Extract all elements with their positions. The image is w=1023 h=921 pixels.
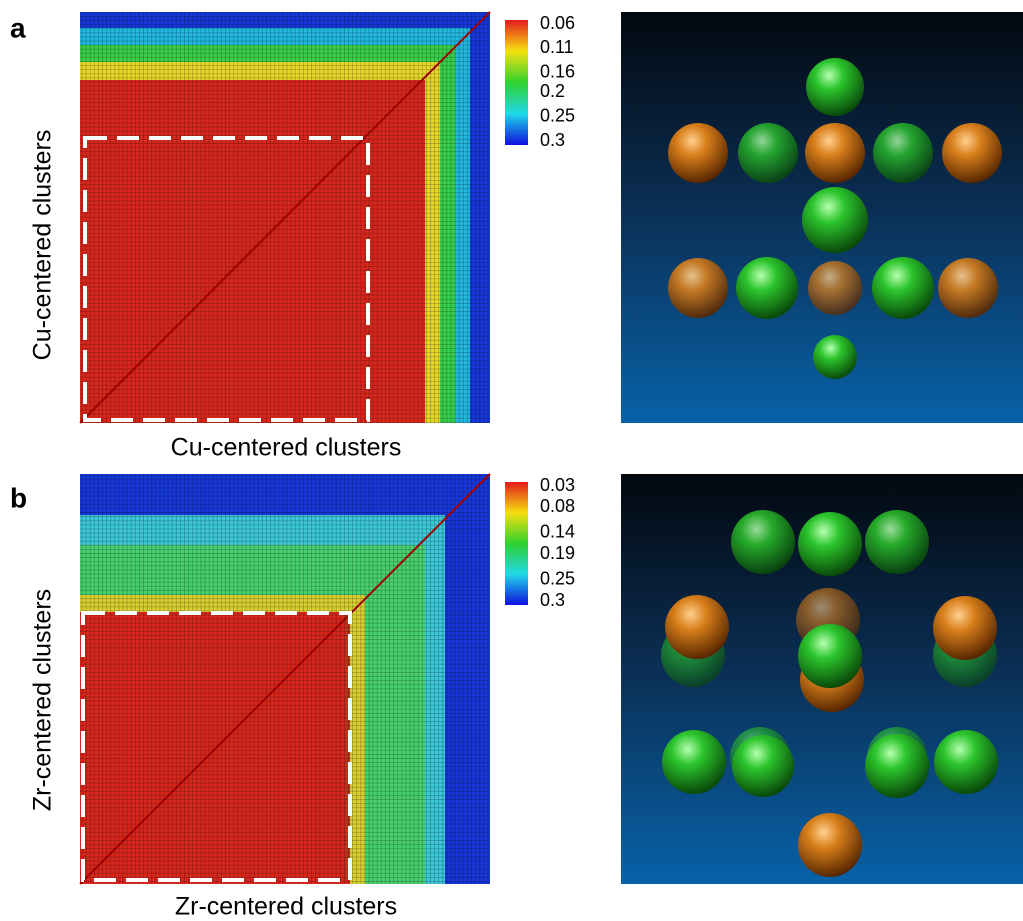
y-axis-label: Zr-centered clusters xyxy=(29,589,57,811)
colorbar-tick-label: 0.2 xyxy=(540,81,565,101)
colorbar-tick-label: 0.08 xyxy=(540,496,575,516)
colorbar-tick-label: 0.25 xyxy=(540,105,575,125)
x-axis-label: Cu-centered clusters xyxy=(171,434,402,462)
colorbar-tick-label: 0.16 xyxy=(540,62,575,82)
colorbar-tick-label: 0.03 xyxy=(540,475,575,495)
colorbar-tick-label: 0.11 xyxy=(540,37,574,57)
colorbar-tick-label: 0.3 xyxy=(540,130,565,150)
heatmap-b xyxy=(79,473,491,885)
x-axis-label: Zr-centered clusters xyxy=(175,893,397,921)
panel-label: a xyxy=(10,12,26,43)
colorbar-tick-label: 0.14 xyxy=(540,522,575,542)
spheres-a xyxy=(668,58,1002,379)
panel-label: b xyxy=(10,482,27,513)
y-axis-label: Cu-centered clusters xyxy=(29,130,57,361)
colorbar-tick-label: 0.3 xyxy=(540,590,565,610)
colorbar-tick-label: 0.06 xyxy=(540,13,575,33)
colorbar-a xyxy=(505,20,528,145)
colorbar-b xyxy=(505,482,528,605)
heatmap-a xyxy=(79,11,491,424)
spheres-b xyxy=(661,510,998,877)
colorbar-tick-label: 0.19 xyxy=(540,543,575,563)
colorbar-tick-label: 0.25 xyxy=(540,568,575,588)
